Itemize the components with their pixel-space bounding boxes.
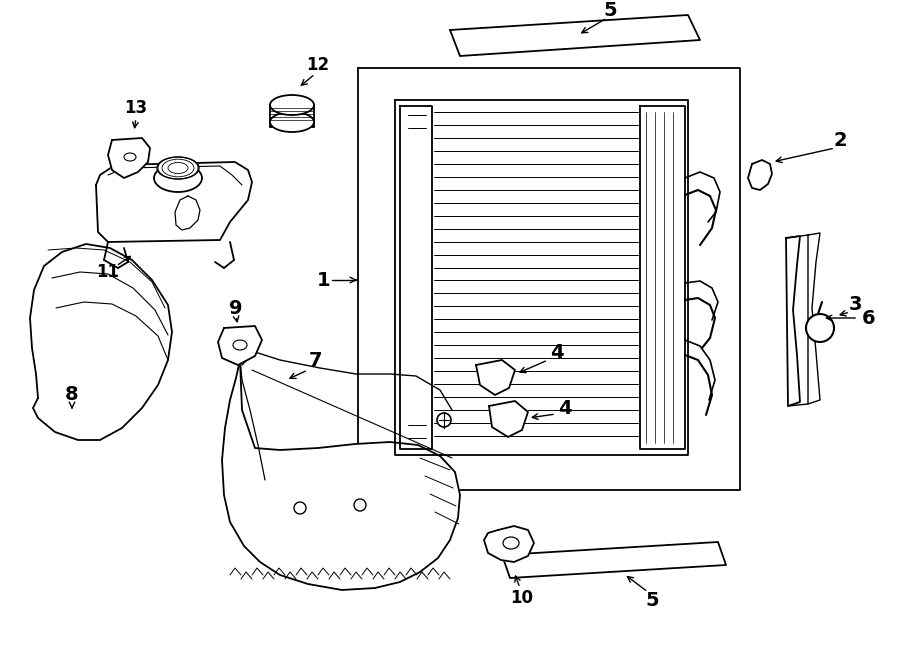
Polygon shape [640, 106, 685, 449]
Text: 10: 10 [510, 589, 534, 607]
Polygon shape [30, 244, 172, 440]
Polygon shape [476, 360, 515, 395]
Polygon shape [786, 236, 800, 406]
Text: 11: 11 [96, 263, 120, 281]
Polygon shape [748, 160, 772, 190]
Text: 5: 5 [603, 1, 616, 20]
Polygon shape [358, 68, 740, 490]
Text: 9: 9 [230, 299, 243, 317]
Polygon shape [395, 100, 688, 455]
Polygon shape [400, 106, 432, 449]
Ellipse shape [154, 164, 202, 192]
Polygon shape [218, 326, 262, 365]
Ellipse shape [270, 112, 314, 132]
FancyBboxPatch shape [270, 105, 314, 127]
Text: 5: 5 [645, 590, 659, 609]
Text: 4: 4 [550, 342, 563, 362]
Polygon shape [489, 401, 528, 437]
Circle shape [294, 502, 306, 514]
Polygon shape [96, 162, 252, 242]
Circle shape [354, 499, 366, 511]
Circle shape [437, 413, 451, 427]
Circle shape [806, 314, 834, 342]
Ellipse shape [270, 95, 314, 115]
Text: 8: 8 [65, 385, 79, 405]
Polygon shape [222, 360, 460, 590]
Text: 6: 6 [862, 309, 876, 327]
Text: 3: 3 [848, 295, 862, 315]
Text: 7: 7 [310, 350, 323, 369]
Polygon shape [450, 15, 700, 56]
Polygon shape [502, 542, 726, 578]
Polygon shape [108, 138, 150, 178]
Ellipse shape [157, 157, 199, 179]
Polygon shape [484, 526, 534, 562]
Text: 1: 1 [317, 270, 330, 290]
Text: 12: 12 [306, 56, 329, 74]
Text: 13: 13 [124, 99, 148, 117]
Text: 2: 2 [833, 130, 847, 149]
Text: 4: 4 [558, 399, 572, 418]
